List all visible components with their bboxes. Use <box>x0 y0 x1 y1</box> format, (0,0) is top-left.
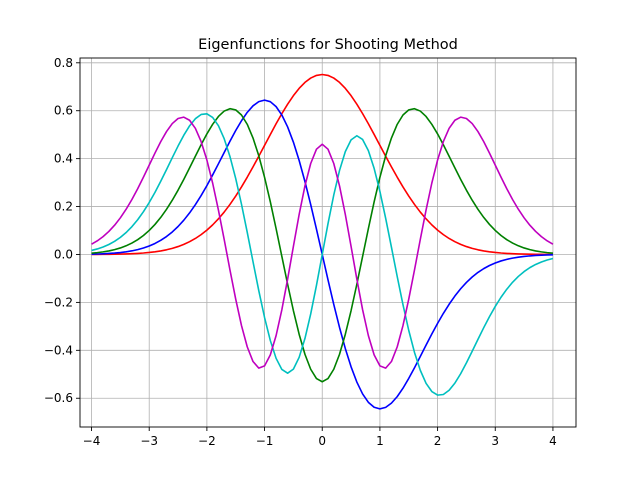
x-tick-label: −4 <box>83 434 101 448</box>
chart-title: Eigenfunctions for Shooting Method <box>198 37 458 53</box>
x-tick-label: 3 <box>491 434 499 448</box>
series-line-4 <box>91 116 554 369</box>
y-tick-label: −0.2 <box>44 295 73 309</box>
y-tick-label: 0.6 <box>54 104 73 118</box>
x-tick-label: 1 <box>376 434 384 448</box>
y-tick-label: 0.0 <box>54 247 73 261</box>
x-tick-label: −3 <box>140 434 158 448</box>
x-tick-label: 2 <box>434 434 442 448</box>
y-tick-label: −0.6 <box>44 391 73 405</box>
y-tick-label: 0.4 <box>54 152 73 166</box>
y-tick-label: 0.8 <box>54 56 73 70</box>
y-tick-label: −0.4 <box>44 343 73 357</box>
tick-layer: −4 −3 −2 −1 0 1 2 3 4 −0.6 −0.4 −0.2 0.0 0.2 0.4 0.6 0.8 <box>44 56 557 448</box>
grid-layer <box>80 58 576 427</box>
plot-frame <box>79 57 577 428</box>
series-line-3 <box>91 113 554 396</box>
series-line-2 <box>91 107 554 383</box>
y-tick-label: 0.2 <box>54 200 73 214</box>
x-tick-label: −2 <box>198 434 216 448</box>
x-tick-label: 4 <box>549 434 557 448</box>
x-tick-label: 0 <box>318 434 326 448</box>
series-line-0 <box>91 73 553 256</box>
x-tick-label: −1 <box>256 434 274 448</box>
series-layer <box>91 73 554 410</box>
